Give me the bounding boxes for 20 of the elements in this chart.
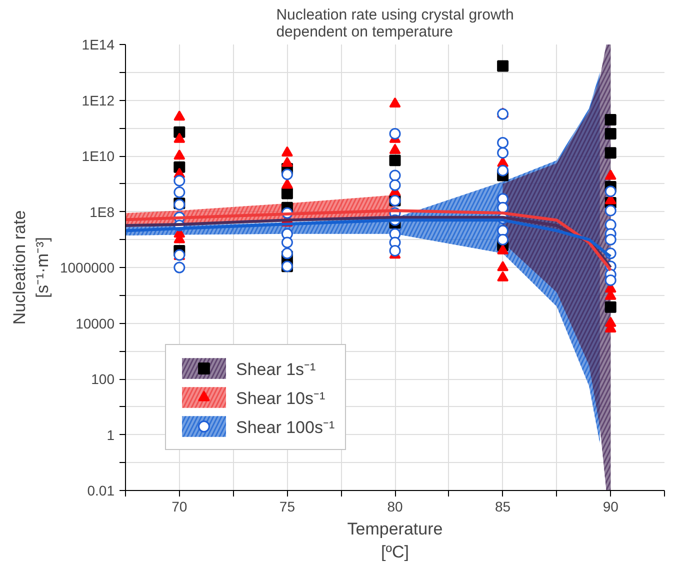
y-tick-label: 1E8 [90, 204, 115, 220]
y-tick-label: 100 [91, 371, 115, 387]
y-tick-label: 10000 [76, 315, 115, 332]
legend-label: Shear 10s⁻¹ [236, 388, 326, 408]
x-tick-label: 75 [279, 498, 296, 514]
x-tick-label: 70 [172, 498, 188, 514]
y-tick-label: 0.01 [87, 482, 115, 498]
y-tick-label: 1E12 [82, 92, 115, 108]
y-axis-title: Nucleation rate [s⁻¹·m⁻³] [10, 210, 52, 325]
chart-title: Nucleation rate using crystal growth dependent on temperature [276, 6, 514, 40]
y-tick-label: 1E14 [82, 36, 115, 52]
x-tick-label: 80 [387, 498, 403, 514]
y-tick-label: 1 [106, 426, 115, 443]
legend-label: Shear 100s⁻¹ [236, 416, 335, 438]
x-axis-title: Temperature [ºC] [347, 520, 443, 562]
y-tick-label: 1000000 [60, 260, 115, 276]
x-tick-label: 85 [495, 498, 511, 514]
y-tick-label: 1E10 [82, 148, 115, 164]
x-tick-label: 90 [602, 498, 619, 514]
legend-label: Shear 1s⁻¹ [236, 358, 316, 380]
